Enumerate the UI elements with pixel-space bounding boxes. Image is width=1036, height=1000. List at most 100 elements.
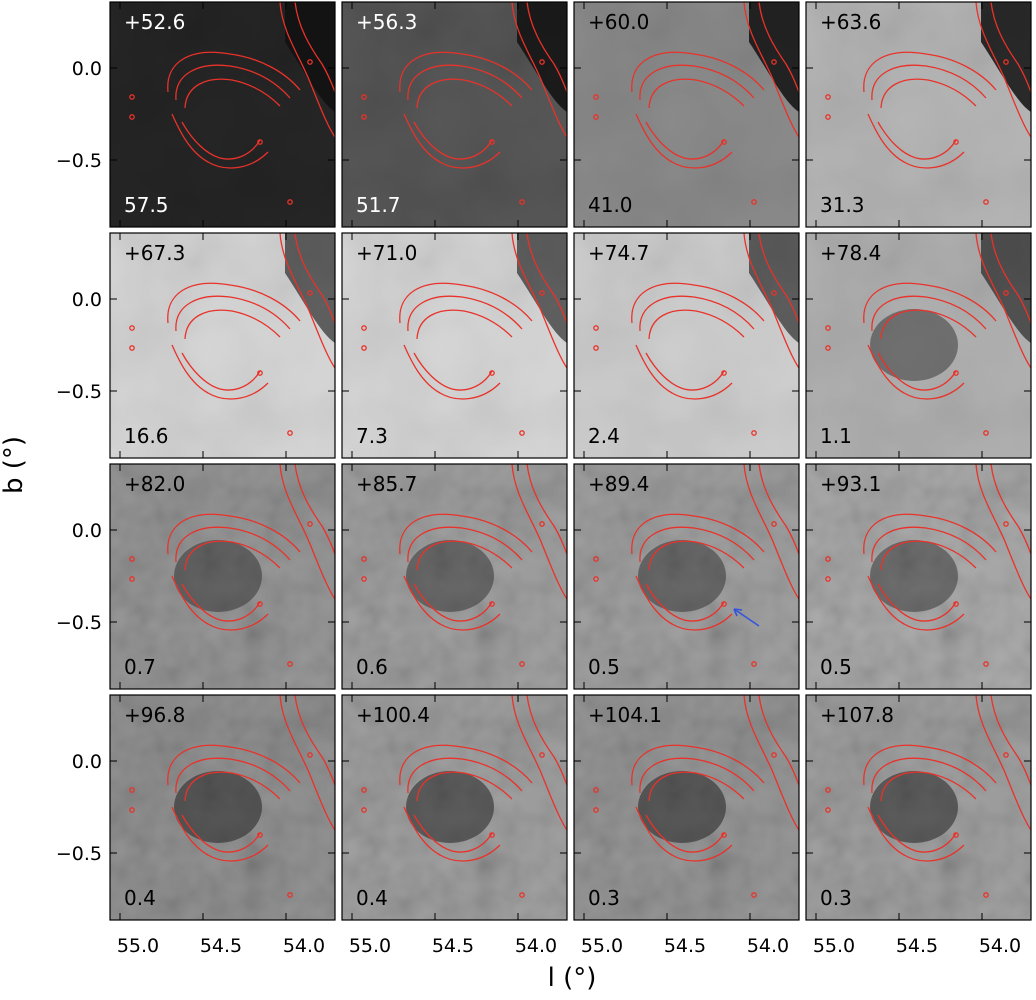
- panel-frame: [109, 232, 336, 459]
- panel-frame: [805, 232, 1032, 459]
- red-contours: [361, 2, 567, 205]
- channel-panel: +107.8 0.3: [805, 694, 1032, 921]
- velocity-label: +78.4: [820, 241, 881, 265]
- x-axis-label: l (°): [548, 963, 597, 993]
- red-contours: [129, 2, 335, 205]
- velocity-label: +96.8: [124, 703, 185, 727]
- panel-grid: +52.6 57.5 +56.3 51.7 +60.0 41.0 +63.6 31.3 +67.…: [56, 1, 1032, 957]
- emission-blob: [638, 540, 726, 612]
- emission-blob: [638, 771, 726, 843]
- scale-label: 16.6: [124, 424, 169, 448]
- red-contours: [129, 233, 335, 436]
- channel-panel: +93.1 0.5: [805, 463, 1032, 690]
- blue-arrow-icon: [733, 608, 760, 627]
- velocity-label: +107.8: [820, 703, 894, 727]
- velocity-label: +60.0: [588, 10, 649, 34]
- panel-frame: [573, 694, 800, 921]
- velocity-label: +82.0: [124, 472, 185, 496]
- red-contours: [593, 464, 799, 667]
- emission-blob: [174, 540, 262, 612]
- scale-label: 41.0: [588, 193, 633, 217]
- y-tick-label: −0.5: [56, 843, 102, 865]
- y-tick-label: 0.0: [72, 58, 102, 80]
- panel-frame: [573, 1, 800, 228]
- velocity-label: +104.1: [588, 703, 662, 727]
- channel-panel: +104.1 0.3: [573, 694, 800, 921]
- velocity-label: +100.4: [356, 703, 430, 727]
- y-axis-label: b (°): [0, 436, 29, 494]
- channel-panel: +71.0 7.3: [341, 232, 568, 459]
- x-tick-label: 54.0: [283, 935, 325, 957]
- red-contours: [361, 233, 567, 436]
- panel-frame: [805, 463, 1032, 690]
- red-contours: [825, 233, 1031, 436]
- velocity-label: +52.6: [124, 10, 185, 34]
- scale-label: 0.3: [820, 886, 852, 910]
- velocity-label: +63.6: [820, 10, 881, 34]
- scale-label: 0.5: [588, 655, 620, 679]
- x-tick-label: 54.5: [200, 935, 242, 957]
- panel-frame: [109, 694, 336, 921]
- channel-panel: +52.6 57.5: [109, 1, 336, 228]
- y-tick-label: −0.5: [56, 381, 102, 403]
- panel-frame: [109, 1, 336, 228]
- y-tick-label: −0.5: [56, 612, 102, 634]
- panel-frame: [341, 1, 568, 228]
- scale-label: 0.7: [124, 655, 156, 679]
- x-tick-label: 54.0: [515, 935, 557, 957]
- channel-panel: +82.0 0.7: [109, 463, 336, 690]
- scale-label: 0.6: [356, 655, 388, 679]
- scale-label: 1.1: [820, 424, 852, 448]
- x-tick-label: 55.0: [349, 935, 391, 957]
- scale-label: 7.3: [356, 424, 388, 448]
- y-tick-label: 0.0: [72, 520, 102, 542]
- red-contours: [129, 464, 335, 667]
- panel-frame: [341, 694, 568, 921]
- x-tick-label: 55.0: [813, 935, 855, 957]
- emission-blob: [870, 309, 958, 381]
- panel-frame: [573, 232, 800, 459]
- panel-frame: [805, 1, 1032, 228]
- red-contours: [361, 464, 567, 667]
- emission-blob: [174, 771, 262, 843]
- channel-panel: +74.7 2.4: [573, 232, 800, 459]
- emission-blob: [406, 771, 494, 843]
- x-tick-label: 54.5: [664, 935, 706, 957]
- panel-frame: [805, 694, 1032, 921]
- scale-label: 0.4: [356, 886, 388, 910]
- y-tick-label: −0.5: [56, 150, 102, 172]
- scale-label: 0.3: [588, 886, 620, 910]
- velocity-label: +71.0: [356, 241, 417, 265]
- red-contours: [593, 2, 799, 205]
- panel-frame: [341, 232, 568, 459]
- y-tick-label: 0.0: [72, 289, 102, 311]
- velocity-label: +56.3: [356, 10, 417, 34]
- x-tick-label: 55.0: [581, 935, 623, 957]
- scale-label: 51.7: [356, 193, 401, 217]
- panel-frame: [109, 463, 336, 690]
- red-contours: [129, 695, 335, 898]
- scale-label: 31.3: [820, 193, 865, 217]
- red-contours: [825, 464, 1031, 667]
- scale-label: 0.5: [820, 655, 852, 679]
- red-contours: [593, 695, 799, 898]
- x-tick-label: 54.5: [432, 935, 474, 957]
- red-contours: [825, 2, 1031, 205]
- channel-panel: +96.8 0.4: [109, 694, 336, 921]
- scale-label: 0.4: [124, 886, 156, 910]
- red-contours: [593, 233, 799, 436]
- x-tick-label: 54.0: [979, 935, 1021, 957]
- scale-label: 57.5: [124, 193, 169, 217]
- red-contours: [825, 695, 1031, 898]
- velocity-label: +93.1: [820, 472, 881, 496]
- y-tick-label: 0.0: [72, 751, 102, 773]
- velocity-label: +89.4: [588, 472, 649, 496]
- channel-panel: +100.4 0.4: [341, 694, 568, 921]
- channel-panel: +89.4 0.5: [573, 463, 800, 690]
- channel-panel: +67.3 16.6: [109, 232, 336, 459]
- panel-frame: [573, 463, 800, 690]
- emission-blob: [870, 771, 958, 843]
- velocity-label: +74.7: [588, 241, 649, 265]
- emission-blob: [406, 540, 494, 612]
